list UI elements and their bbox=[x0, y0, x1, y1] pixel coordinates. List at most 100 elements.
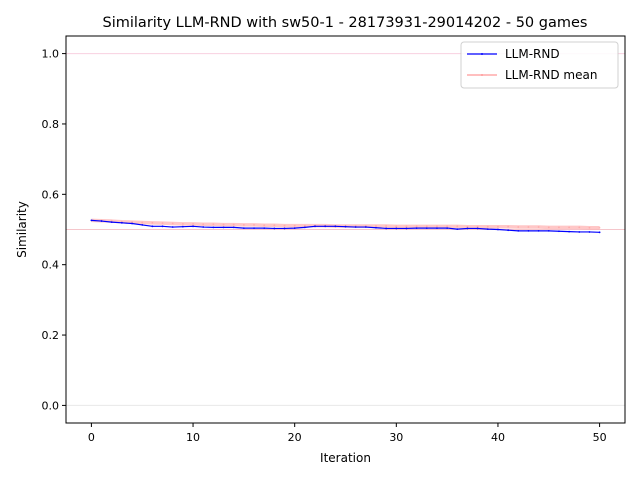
data-point bbox=[364, 226, 367, 228]
y-tick-label: 0.8 bbox=[42, 118, 60, 131]
legend-label: LLM-RND bbox=[505, 47, 560, 61]
data-point bbox=[90, 219, 93, 222]
data-point bbox=[558, 230, 560, 233]
data-point bbox=[242, 224, 245, 226]
data-point bbox=[161, 222, 164, 225]
data-point bbox=[263, 224, 266, 227]
data-point bbox=[547, 226, 550, 229]
data-point bbox=[253, 224, 255, 226]
y-axis-label: Similarity bbox=[15, 201, 29, 258]
x-axis-label: Iteration bbox=[320, 451, 371, 465]
data-point bbox=[598, 226, 601, 229]
data-point bbox=[507, 229, 510, 232]
data-point bbox=[547, 230, 550, 232]
data-point bbox=[568, 230, 570, 233]
data-point bbox=[181, 225, 184, 228]
data-point bbox=[405, 225, 408, 228]
data-point bbox=[456, 225, 459, 228]
y-tick-label: 0.4 bbox=[42, 259, 60, 272]
data-point bbox=[375, 225, 377, 227]
data-point bbox=[354, 226, 357, 228]
data-point bbox=[202, 223, 205, 226]
data-point bbox=[181, 222, 184, 225]
data-point bbox=[273, 227, 276, 230]
data-point bbox=[283, 224, 286, 227]
data-point bbox=[466, 227, 469, 230]
data-point bbox=[242, 227, 245, 229]
data-point bbox=[415, 227, 418, 229]
data-point bbox=[598, 231, 601, 234]
data-point bbox=[486, 228, 489, 231]
data-point bbox=[151, 221, 154, 224]
data-point bbox=[425, 225, 428, 228]
data-point bbox=[344, 225, 347, 228]
data-point bbox=[161, 225, 164, 228]
data-point bbox=[110, 221, 113, 224]
data-point bbox=[466, 225, 469, 228]
data-point bbox=[537, 226, 540, 228]
x-tick-label: 10 bbox=[186, 431, 200, 444]
data-point bbox=[395, 227, 398, 230]
data-point bbox=[578, 226, 581, 229]
legend-marker bbox=[481, 74, 483, 76]
data-point bbox=[436, 227, 438, 229]
data-point bbox=[121, 221, 123, 224]
data-point bbox=[141, 221, 144, 224]
data-point bbox=[232, 226, 235, 229]
data-point bbox=[405, 227, 408, 230]
axes-frame bbox=[65, 35, 626, 424]
data-point bbox=[476, 227, 479, 230]
data-point bbox=[253, 227, 255, 229]
y-tick-label: 1.0 bbox=[42, 48, 60, 61]
data-point bbox=[425, 227, 428, 229]
legend-label: LLM-RND mean bbox=[505, 68, 597, 82]
data-point bbox=[222, 223, 225, 226]
data-point bbox=[141, 224, 144, 226]
data-point bbox=[293, 227, 296, 229]
data-point bbox=[212, 226, 215, 229]
data-point bbox=[303, 224, 306, 227]
x-tick-label: 40 bbox=[491, 431, 505, 444]
data-point bbox=[131, 222, 133, 225]
data-point bbox=[568, 226, 570, 229]
legend-marker bbox=[481, 53, 483, 55]
data-point bbox=[476, 225, 479, 228]
data-point bbox=[527, 230, 530, 232]
data-point bbox=[283, 227, 286, 230]
x-tick-label: 50 bbox=[593, 431, 607, 444]
data-point bbox=[517, 226, 520, 228]
data-point bbox=[324, 225, 327, 228]
data-point bbox=[222, 226, 225, 229]
data-point bbox=[436, 225, 438, 228]
data-point bbox=[192, 222, 194, 225]
x-tick-label: 20 bbox=[288, 431, 302, 444]
data-point bbox=[497, 228, 499, 231]
data-point bbox=[415, 225, 418, 228]
data-point bbox=[212, 223, 215, 226]
data-point bbox=[517, 230, 520, 232]
x-tick-label: 0 bbox=[88, 431, 95, 444]
data-point bbox=[385, 225, 388, 227]
data-point bbox=[588, 231, 591, 233]
data-point bbox=[334, 225, 337, 228]
data-point bbox=[375, 226, 377, 229]
data-point bbox=[171, 226, 174, 228]
y-tick-label: 0.2 bbox=[42, 329, 60, 342]
data-point bbox=[100, 220, 103, 222]
data-point bbox=[171, 222, 174, 225]
x-tick-label: 30 bbox=[389, 431, 403, 444]
data-point bbox=[497, 225, 499, 228]
data-point bbox=[232, 223, 235, 226]
data-point bbox=[385, 227, 388, 230]
y-tick-label: 0.0 bbox=[42, 399, 60, 412]
data-point bbox=[578, 231, 581, 233]
y-tick-label: 0.6 bbox=[42, 188, 60, 201]
data-point bbox=[486, 225, 489, 228]
data-point bbox=[446, 225, 449, 228]
data-point bbox=[273, 224, 276, 227]
data-point bbox=[293, 224, 296, 227]
data-point bbox=[151, 225, 154, 228]
data-point bbox=[456, 228, 459, 231]
data-point bbox=[314, 225, 316, 228]
data-point bbox=[537, 230, 540, 232]
